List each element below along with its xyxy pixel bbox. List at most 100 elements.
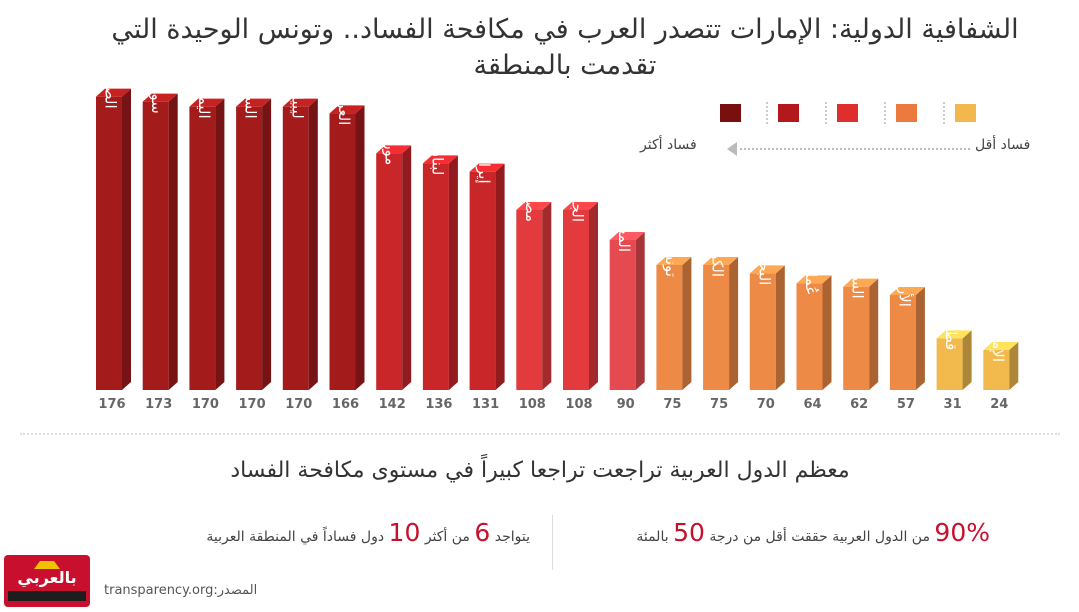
bar-group <box>796 275 832 390</box>
bar-side <box>775 265 785 390</box>
legend-swatch-1 <box>720 104 741 122</box>
bar-side <box>308 98 318 391</box>
bar-group <box>563 202 598 390</box>
bar <box>422 163 449 390</box>
bar <box>749 273 776 390</box>
bar <box>516 210 543 390</box>
bar-top <box>563 202 598 210</box>
bar-value-label: 166 <box>332 397 359 412</box>
bar-side <box>122 88 131 391</box>
bar-category-label: السعودية <box>849 243 867 299</box>
bar <box>983 350 1010 390</box>
bar-side <box>542 202 552 390</box>
bar-side <box>869 278 879 390</box>
bar-value-label: 170 <box>192 397 219 412</box>
bar <box>843 286 870 390</box>
bar <box>236 106 263 391</box>
bar-top <box>469 163 505 172</box>
bar-top <box>96 88 131 97</box>
bar-side <box>262 98 272 391</box>
bar-category-label: لبنان <box>428 146 446 175</box>
bar <box>609 240 636 390</box>
bar-category-label: مصر <box>522 192 540 222</box>
stat-right-tail: بالمئة <box>636 529 669 545</box>
logo-text: بالعربي <box>17 568 77 587</box>
stat-right-number: 50 <box>673 518 705 547</box>
bar-group <box>703 257 739 390</box>
bar-category-label: البحرين <box>755 239 773 286</box>
stat-left-pre: يتواجد <box>494 529 530 545</box>
bar-value-label: 108 <box>519 397 546 412</box>
bar-group <box>189 98 225 391</box>
bar-group <box>656 257 692 390</box>
bar-group <box>983 342 1019 390</box>
subheading: معظم الدول العربية تراجعت تراجعا كبيراً … <box>230 458 850 483</box>
bar-category-label: سوريا <box>148 77 166 113</box>
bar <box>796 283 823 390</box>
bar-category-label: عُمان <box>802 262 820 295</box>
bar-side <box>682 257 692 390</box>
source-note: المصدر:transparency.org <box>104 583 258 598</box>
bar <box>656 265 683 390</box>
bar-category-label: اليمن <box>195 85 213 118</box>
bar-side <box>215 98 225 391</box>
stat-right: 90% من الدول العربية حققت أقل من درجة 50… <box>570 518 990 547</box>
bar-top <box>889 287 925 295</box>
bar-side <box>495 163 505 390</box>
bar-top <box>422 155 458 164</box>
bar-category-label: الصومال <box>102 56 120 109</box>
bar-side <box>822 275 832 390</box>
bar-group <box>329 105 365 390</box>
bar-top <box>609 232 645 240</box>
bar <box>936 338 963 390</box>
bar-value-label: 64 <box>803 397 821 412</box>
bar-group <box>936 330 972 390</box>
bar <box>282 106 309 391</box>
bar-value-label: 176 <box>98 397 125 412</box>
bar-top <box>983 342 1019 350</box>
bar-value-label: 136 <box>425 397 452 412</box>
bar-side <box>635 232 645 390</box>
bar <box>563 210 589 390</box>
chart-title: الشفافية الدولية: الإمارات تتصدر العرب ف… <box>111 14 1019 81</box>
stat-right-text: من الدول العربية حققت أقل من درجة <box>709 529 930 545</box>
bar-value-label: 57 <box>897 397 915 412</box>
bar-value-label: 170 <box>285 397 312 412</box>
bar-side <box>355 105 365 390</box>
legend-separator <box>884 102 886 124</box>
bar-top <box>749 265 785 274</box>
divider <box>20 433 1060 435</box>
brand-logo <box>4 555 90 607</box>
bar <box>329 113 356 390</box>
legend-more-corrupt: فساد أكثر <box>640 137 697 153</box>
bar-category-label: الجزائر <box>569 178 587 222</box>
bar-side <box>402 145 412 390</box>
bar-group <box>236 98 272 391</box>
bar-top <box>189 98 225 107</box>
bar-top <box>376 145 412 154</box>
stat-right-percent: 90% <box>934 518 990 547</box>
bar-category-label: الكويت <box>709 233 727 277</box>
stat-left-num1: 6 <box>474 518 491 547</box>
bar-top <box>656 257 692 265</box>
bar-category-label: إيران <box>475 152 493 184</box>
bar-value-label: 75 <box>663 397 681 412</box>
legend-swatch-4 <box>896 104 917 122</box>
bar <box>376 153 403 390</box>
bar <box>889 295 916 390</box>
bar-top <box>703 257 739 265</box>
legend-swatch-2 <box>778 104 799 122</box>
bar-top <box>329 105 365 114</box>
bar-category-label: تونس <box>662 242 680 277</box>
bar-value-label: 142 <box>379 397 406 412</box>
bar <box>96 96 122 391</box>
bar-side <box>915 287 925 390</box>
legend-color-scale <box>720 100 990 140</box>
stat-left: يتواجد 6 من أكثر 10 دول فساداً في المنطق… <box>135 518 530 547</box>
bar-top <box>843 278 879 287</box>
bar-group <box>516 202 552 390</box>
legend-separator <box>766 102 768 124</box>
bar-group <box>142 93 178 391</box>
stat-left-mid: من أكثر <box>424 529 470 545</box>
bar-value-label: 90 <box>617 397 635 412</box>
